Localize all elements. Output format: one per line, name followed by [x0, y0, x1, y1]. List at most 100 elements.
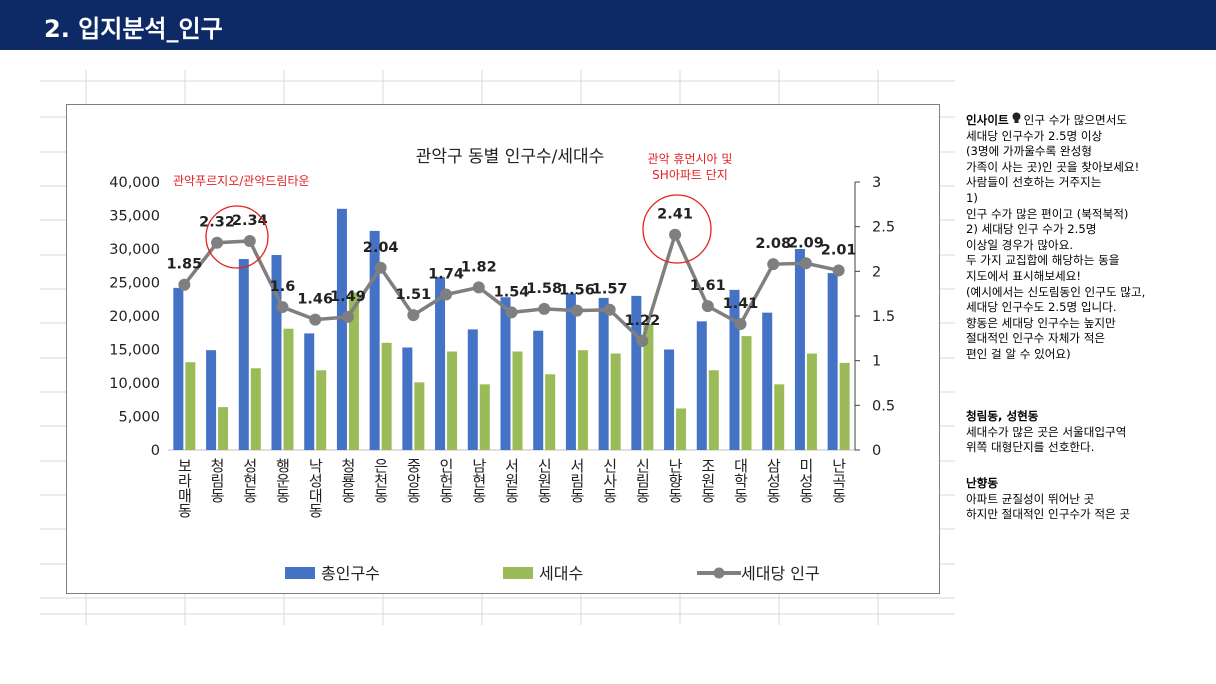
- annotation-humansia-1: 관악 휴먼시아 및: [648, 152, 733, 166]
- x-axis-tick-label: 서림동: [568, 458, 586, 503]
- bar-households: [447, 351, 458, 450]
- x-axis-tick-label: 대학동: [732, 458, 750, 503]
- bar-households: [381, 342, 392, 450]
- right-axis-tick-label: 1: [872, 354, 881, 370]
- legend-swatch-households: [503, 567, 533, 579]
- data-label-per-household: 1.51: [395, 287, 431, 303]
- point-per-household: [341, 310, 354, 323]
- left-axis-tick-label: 10,000: [109, 376, 160, 392]
- data-label-per-household: 2.08: [755, 236, 791, 252]
- data-label-per-household: 1.85: [166, 257, 202, 273]
- data-label-per-household: 2.09: [788, 235, 824, 251]
- point-per-household: [374, 261, 387, 274]
- bar-total-population: [729, 289, 740, 450]
- bar-households: [479, 384, 490, 450]
- x-axis-tick-label: 낙성대동: [306, 458, 324, 518]
- point-per-household: [734, 318, 747, 331]
- data-label-per-household: 1.56: [559, 283, 595, 299]
- note-line: 아파트 균질성이 뛰어난 곳: [966, 491, 1095, 506]
- bar-total-population: [500, 297, 511, 450]
- point-per-household: [603, 303, 616, 316]
- data-label-per-household: 1.6: [270, 279, 296, 295]
- insight-line: 인구 수가 많으면서도: [1023, 113, 1128, 127]
- legend-label-total: 총인구수: [321, 564, 380, 583]
- insight-line: 사람들이 선호하는 거주지는: [966, 175, 1102, 190]
- point-per-household: [538, 302, 551, 315]
- bar-total-population: [533, 330, 544, 450]
- point-per-household: [570, 304, 583, 317]
- bar-households: [610, 353, 621, 450]
- bar-total-population: [664, 349, 675, 450]
- bar-households: [185, 362, 196, 450]
- bar-total-population: [304, 333, 315, 450]
- note-cheongrim: 청림동, 성현동 세대수가 많은 곳은 서울대입구역 위쪽 대형단지를 선호한다…: [966, 409, 1211, 456]
- point-per-household: [799, 257, 812, 270]
- point-per-household: [309, 313, 322, 326]
- point-per-household: [211, 236, 224, 249]
- bar-households: [348, 292, 359, 450]
- x-axis-tick-label: 미성동: [797, 458, 815, 503]
- insight-line: (예시에서는 신도림동인 인구도 많고,: [966, 284, 1146, 299]
- data-label-per-household: 2.32: [199, 215, 235, 231]
- point-per-household: [832, 264, 845, 277]
- bar-households: [708, 370, 719, 450]
- left-axis-tick-label: 35,000: [109, 209, 160, 225]
- bar-total-population: [271, 255, 282, 450]
- bar-households: [577, 350, 588, 450]
- note-line: 위쪽 대형단지를 선호한다.: [966, 440, 1095, 455]
- bar-total-population: [631, 295, 642, 450]
- x-axis-tick-label: 난곡동: [830, 458, 848, 503]
- point-per-household: [178, 278, 191, 291]
- x-axis-tick-label: 청룡동: [339, 458, 357, 503]
- right-axis-tick-label: 2: [872, 264, 881, 280]
- left-axis-tick-label: 40,000: [109, 175, 160, 191]
- x-axis-tick-label: 보라매동: [175, 458, 193, 518]
- data-label-per-household: 2.01: [821, 242, 857, 258]
- bar-households: [512, 351, 523, 450]
- left-axis-tick-label: 30,000: [109, 242, 160, 258]
- note-cheongrim-heading: 청림동, 성현동: [966, 409, 1039, 423]
- bar-households: [676, 408, 687, 450]
- point-per-household: [276, 301, 289, 314]
- legend-marker-per-household: [713, 567, 725, 579]
- data-label-per-household: 2.04: [363, 240, 399, 256]
- bar-households: [545, 374, 556, 450]
- legend-swatch-total: [285, 567, 315, 579]
- point-per-household: [505, 306, 518, 319]
- header-bar: 2. 입지분석_인구: [0, 0, 1216, 50]
- x-axis-tick-label: 인헌동: [437, 458, 455, 503]
- bar-households: [839, 362, 850, 450]
- bar-total-population: [565, 293, 576, 450]
- x-axis-tick-label: 신원동: [535, 458, 553, 503]
- bar-total-population: [696, 321, 707, 450]
- insight-line: 1): [966, 190, 978, 205]
- insight-heading: 인사이트: [966, 113, 1009, 127]
- x-axis-tick-label: 성현동: [241, 458, 259, 503]
- bar-total-population: [402, 347, 413, 450]
- x-axis-tick-label: 중앙동: [404, 458, 422, 503]
- x-axis-tick-label: 난향동: [666, 458, 684, 503]
- bar-households: [806, 353, 817, 450]
- left-axis-tick-label: 25,000: [109, 276, 160, 292]
- legend-label-per-household: 세대당 인구: [741, 564, 820, 583]
- left-axis-tick-label: 15,000: [109, 343, 160, 359]
- point-per-household: [669, 228, 682, 241]
- left-axis-tick-label: 20,000: [109, 309, 160, 325]
- data-label-per-household: 1.49: [330, 289, 366, 305]
- legend: 총인구수 세대수 세대당 인구: [285, 564, 820, 583]
- page-title: 2. 입지분석_인구: [44, 15, 223, 43]
- right-axis-tick-label: 0.5: [872, 398, 895, 414]
- x-axis-tick-label: 은천동: [372, 458, 390, 503]
- insight-line: 편인 걸 알 수 있어요): [966, 346, 1071, 361]
- right-axis-tick-label: 1.5: [872, 309, 895, 325]
- annotation-humansia-2: SH아파트 단지: [652, 168, 728, 182]
- bar-households: [218, 407, 229, 450]
- note-nanhyang-heading: 난향동: [966, 476, 998, 490]
- insight-line: 세대당 인구수도 2.5명 입니다.: [966, 300, 1117, 315]
- data-label-per-household: 1.54: [494, 284, 530, 300]
- highlight-circle-nanhyang: [642, 194, 712, 264]
- bar-households: [316, 370, 327, 450]
- data-label-per-household: 1.74: [428, 267, 464, 283]
- point-per-household: [636, 335, 649, 348]
